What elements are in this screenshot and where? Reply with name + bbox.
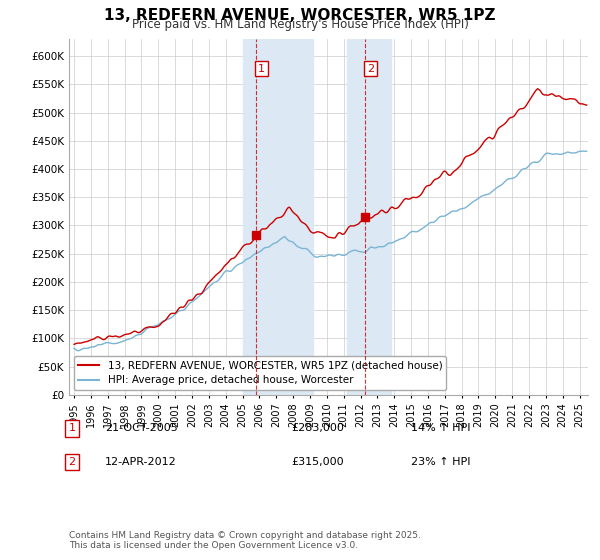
Text: 23% ↑ HPI: 23% ↑ HPI — [411, 457, 470, 467]
Text: 1: 1 — [68, 423, 76, 433]
Legend: 13, REDFERN AVENUE, WORCESTER, WR5 1PZ (detached house), HPI: Average price, det: 13, REDFERN AVENUE, WORCESTER, WR5 1PZ (… — [74, 356, 446, 390]
Bar — [347, 39, 391, 395]
Text: 12-APR-2012: 12-APR-2012 — [105, 457, 177, 467]
Text: Contains HM Land Registry data © Crown copyright and database right 2025.
This d: Contains HM Land Registry data © Crown c… — [69, 530, 421, 550]
Text: 2: 2 — [68, 457, 76, 467]
Text: 13, REDFERN AVENUE, WORCESTER, WR5 1PZ: 13, REDFERN AVENUE, WORCESTER, WR5 1PZ — [104, 8, 496, 24]
Text: £283,000: £283,000 — [291, 423, 344, 433]
Text: Price paid vs. HM Land Registry's House Price Index (HPI): Price paid vs. HM Land Registry's House … — [131, 18, 469, 31]
Text: 21-OCT-2005: 21-OCT-2005 — [105, 423, 178, 433]
Text: 2: 2 — [367, 63, 374, 73]
Text: 14% ↑ HPI: 14% ↑ HPI — [411, 423, 470, 433]
Bar — [242, 39, 313, 395]
Text: £315,000: £315,000 — [291, 457, 344, 467]
Text: 1: 1 — [258, 63, 265, 73]
